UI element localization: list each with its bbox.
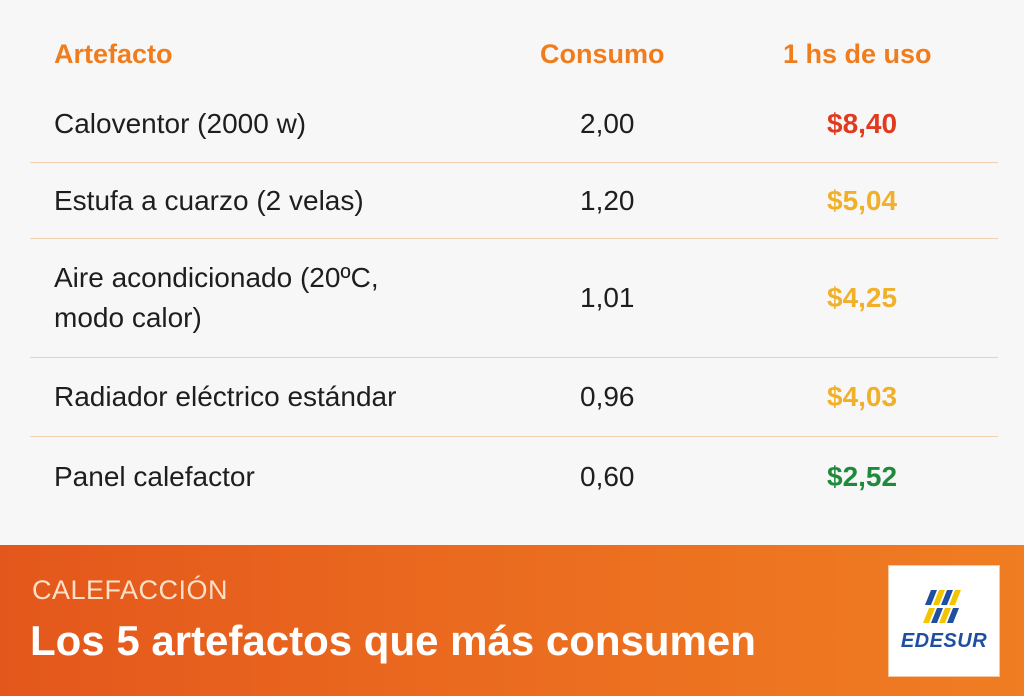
table-row: Caloventor (2000 w) 2,00 $8,40 — [30, 86, 998, 163]
footer-kicker: CALEFACCIÓN — [32, 575, 229, 605]
consumption-table: Artefacto Consumo 1 hs de uso Caloventor… — [30, 34, 998, 517]
header-costo: 1 hs de uso — [783, 39, 932, 69]
row-consumption: 0,96 — [580, 381, 635, 412]
edesur-logo: EDESUR — [888, 565, 1000, 677]
row-cost: $8,40 — [827, 108, 898, 139]
logo-text: EDESUR — [900, 630, 988, 652]
row-cost: $2,52 — [827, 461, 898, 492]
header-consumo: Consumo — [540, 39, 665, 69]
row-name: Caloventor (2000 w) — [54, 108, 307, 139]
row-cost: $4,25 — [827, 282, 898, 313]
table-row: Radiador eléctrico estándar 0,96 $4,03 — [30, 358, 998, 437]
footer-title: Los 5 artefactos que más consumen — [30, 617, 756, 664]
row-name: Aire acondicionado (20ºC, modo calor) — [54, 262, 379, 333]
footer-banner: CALEFACCIÓN Los 5 artefactos que más con… — [0, 545, 1024, 696]
row-consumption: 0,60 — [580, 461, 635, 492]
row-name: Radiador eléctrico estándar — [54, 381, 397, 412]
row-cost: $4,03 — [827, 381, 898, 412]
row-cost: $5,04 — [827, 184, 898, 216]
header-artefacto: Artefacto — [54, 39, 173, 69]
row-consumption: 1,20 — [580, 184, 635, 216]
row-consumption: 2,00 — [580, 108, 635, 139]
row-name: Panel calefactor — [54, 461, 255, 492]
table-row: Aire acondicionado (20ºC, modo calor) 1,… — [30, 239, 998, 358]
row-name: Estufa a cuarzo (2 velas) — [54, 184, 364, 216]
table-header: Artefacto Consumo 1 hs de uso — [30, 34, 998, 74]
table-row: Estufa a cuarzo (2 velas) 1,20 $5,04 — [30, 163, 998, 239]
row-consumption: 1,01 — [580, 282, 635, 313]
edesur-logo-icon — [923, 590, 961, 623]
table-row: Panel calefactor 0,60 $2,52 — [30, 437, 998, 517]
